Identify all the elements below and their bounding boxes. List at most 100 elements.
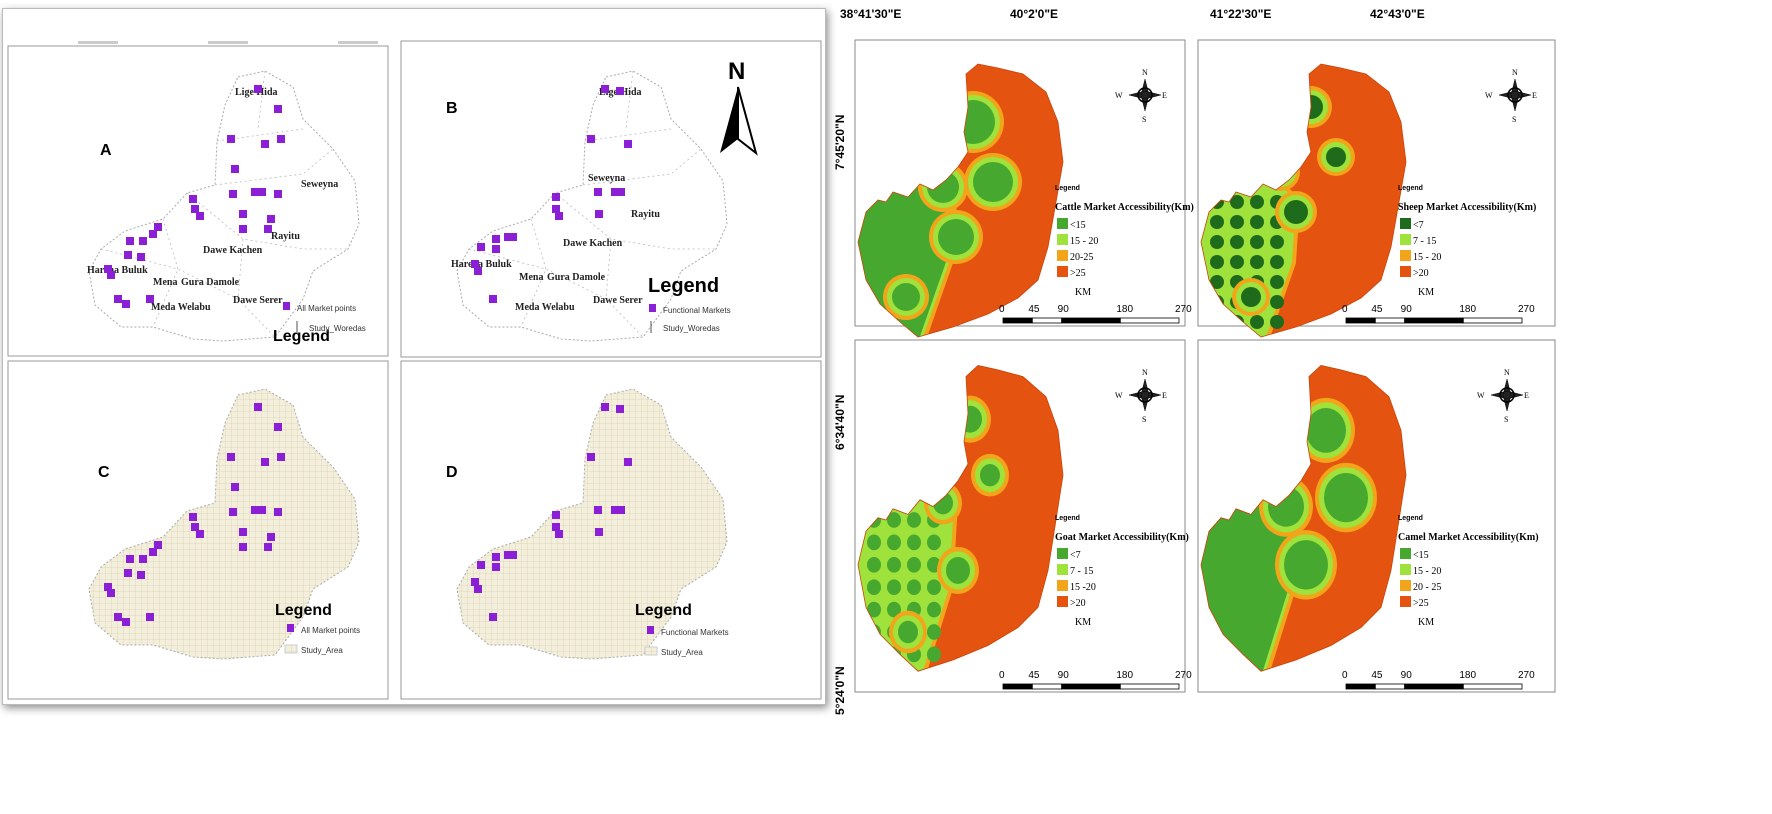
market-point [624,458,632,466]
legend-swatch [1400,596,1411,607]
market-point [477,561,485,569]
market-point [146,295,154,303]
longitude-label: 41°22'30"E [1210,7,1271,21]
place-label: Meda Welabu [151,302,211,313]
scale-label: 0 [1342,304,1348,315]
compass-w: W [1485,91,1493,100]
legend-swatch [1057,234,1068,245]
market-point [231,483,239,491]
compass-s: S [1142,415,1146,424]
market-buffer-dot [1210,235,1224,249]
market-point [137,571,145,579]
market-point [274,423,282,431]
market-point [149,230,157,238]
market-point [492,553,500,561]
market-point [261,140,269,148]
panel-letter: B [446,100,458,117]
scale-bar-segment [1345,683,1376,690]
market-buffer-dot [1270,235,1284,249]
market-point [114,613,122,621]
panel-letter: D [446,464,458,481]
scale-bar-segment [1345,317,1376,324]
compass-star [1498,78,1532,112]
scale-label: 270 [1518,304,1535,315]
market-point [124,251,132,259]
market-point [277,135,285,143]
study-area-map [456,388,728,660]
market-buffer-dot [927,579,941,596]
market-point [489,613,497,621]
map-outline [857,63,1064,338]
legend-swatch [1057,580,1068,591]
market-point [239,543,247,551]
scale-label: 180 [1459,304,1476,315]
market-buffer-dot [927,601,941,618]
panel-letter: A [100,142,112,159]
market-buffer-dot [1250,215,1264,229]
market-point [504,551,512,559]
market-point [139,555,147,563]
compass-star [1490,378,1524,412]
map-outline [1200,63,1407,338]
scale-unit: KM [1075,287,1091,298]
legend-swatch [1400,234,1411,245]
market-point [595,210,603,218]
market-buffer-dot [1210,215,1224,229]
market-point [601,85,609,93]
legend-class-label: 15 - 20 [1413,566,1441,577]
compass-icon: N S E W [1477,368,1529,424]
compass-e: E [1162,91,1167,100]
legend-area-swatch [284,644,298,654]
scale-label: 90 [1401,670,1413,681]
accessibility-figure: 38°41'30"E 40°2'0"E 41°22'30"E 42°43'0"E 7°4… [830,0,1772,809]
market-buffer-dot [1230,255,1244,269]
market-point [254,85,262,93]
compass-star [1128,378,1162,412]
accessibility-map-3: N S E W Legend Camel Market Accessibility(Km)… [1197,339,1556,693]
compass-s: S [1142,115,1146,124]
legend-class-label: 15 - 20 [1413,252,1441,263]
legend-swatch [1057,266,1068,277]
market-buffer-dot [907,512,921,528]
longitude-label: 40°2'0"E [1010,7,1058,21]
buffer-core [1241,287,1261,307]
legend-swatch [1057,596,1068,607]
map-outline [1200,364,1407,672]
market-point [229,508,237,516]
scale-label: 270 [1175,304,1192,315]
legend-swatch [1400,564,1411,575]
accessibility-map-2: N S E W Legend Goat Market Accessibility(Km) <… [854,339,1192,693]
legend-class-label: >20 [1070,598,1086,609]
legend-swatch [1400,580,1411,591]
scale-bar-segment [1374,683,1406,690]
market-point [471,260,479,268]
market-point [124,569,132,577]
scale-bar-segment [1061,683,1121,690]
market-point [126,555,134,563]
scale-label: 180 [1459,670,1476,681]
scale-bar-segment [1374,317,1406,324]
market-point [196,212,204,220]
legend-area-label: Study_Woredas [309,324,366,333]
scale-label: 45 [1028,304,1040,315]
legend-class-label: <7 [1070,550,1081,561]
graticule-tick [78,41,118,44]
legend-class-label: 20 - 25 [1413,582,1441,593]
study-area-polygon [88,388,360,660]
legend-market-label: Functional Markets [663,306,731,315]
legend-market-swatch [287,624,294,632]
market-buffer-dot [1230,215,1244,229]
legend-market-label: All Market points [297,304,356,313]
compass-e: E [1532,91,1537,100]
market-point [504,233,512,241]
buffer-core [898,620,918,644]
market-point [139,237,147,245]
woreda-outline [456,70,728,342]
legend-heading: Legend [1055,515,1080,522]
legend-heading: Legend [1055,185,1080,192]
market-point [509,233,517,241]
place-label: Harena Buluk [451,259,512,270]
market-point [261,458,269,466]
longitude-label: 38°41'30"E [840,7,901,21]
legend-class-label: 7 - 15 [1070,566,1093,577]
